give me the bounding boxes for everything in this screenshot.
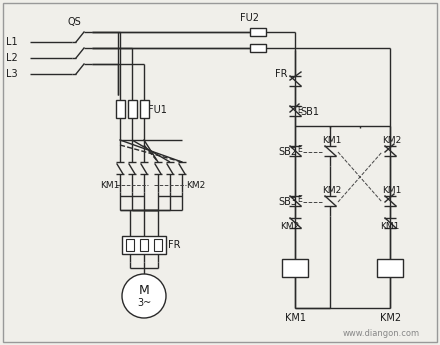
Text: QS: QS (67, 17, 81, 27)
Text: KM2: KM2 (322, 186, 341, 195)
Text: KM2: KM2 (280, 221, 299, 230)
Text: FR: FR (168, 240, 180, 250)
Circle shape (122, 274, 166, 318)
Text: E: E (297, 106, 302, 115)
Text: FU1: FU1 (148, 105, 167, 115)
Text: SB1: SB1 (300, 107, 319, 117)
Text: SB2: SB2 (278, 147, 297, 157)
Text: L1: L1 (6, 37, 18, 47)
Bar (377, 259, 403, 277)
Text: KM2: KM2 (380, 313, 401, 323)
Text: FU2: FU2 (240, 13, 259, 23)
Text: L3: L3 (6, 69, 18, 79)
Bar (250, 44, 266, 52)
Text: www.diangon.com: www.diangon.com (343, 329, 420, 338)
Bar (126, 239, 134, 251)
Bar (282, 259, 308, 277)
Text: SB3: SB3 (278, 197, 297, 207)
Bar (122, 236, 166, 254)
Text: KM1: KM1 (100, 180, 119, 189)
Text: KM1: KM1 (382, 186, 401, 195)
Text: KM1: KM1 (322, 136, 341, 145)
Bar (115, 100, 125, 118)
Text: E: E (297, 195, 302, 204)
Text: M: M (139, 285, 149, 297)
Text: FR: FR (275, 69, 287, 79)
Text: 3~: 3~ (137, 298, 151, 308)
Bar (128, 100, 136, 118)
Text: KM1: KM1 (380, 221, 400, 230)
Bar (139, 100, 148, 118)
Text: KM1: KM1 (285, 313, 306, 323)
Text: KM2: KM2 (382, 136, 401, 145)
Text: L2: L2 (6, 53, 18, 63)
Bar (154, 239, 162, 251)
Bar (250, 28, 266, 36)
Bar (140, 239, 148, 251)
Text: E: E (297, 145, 302, 154)
Text: KM2: KM2 (186, 180, 205, 189)
